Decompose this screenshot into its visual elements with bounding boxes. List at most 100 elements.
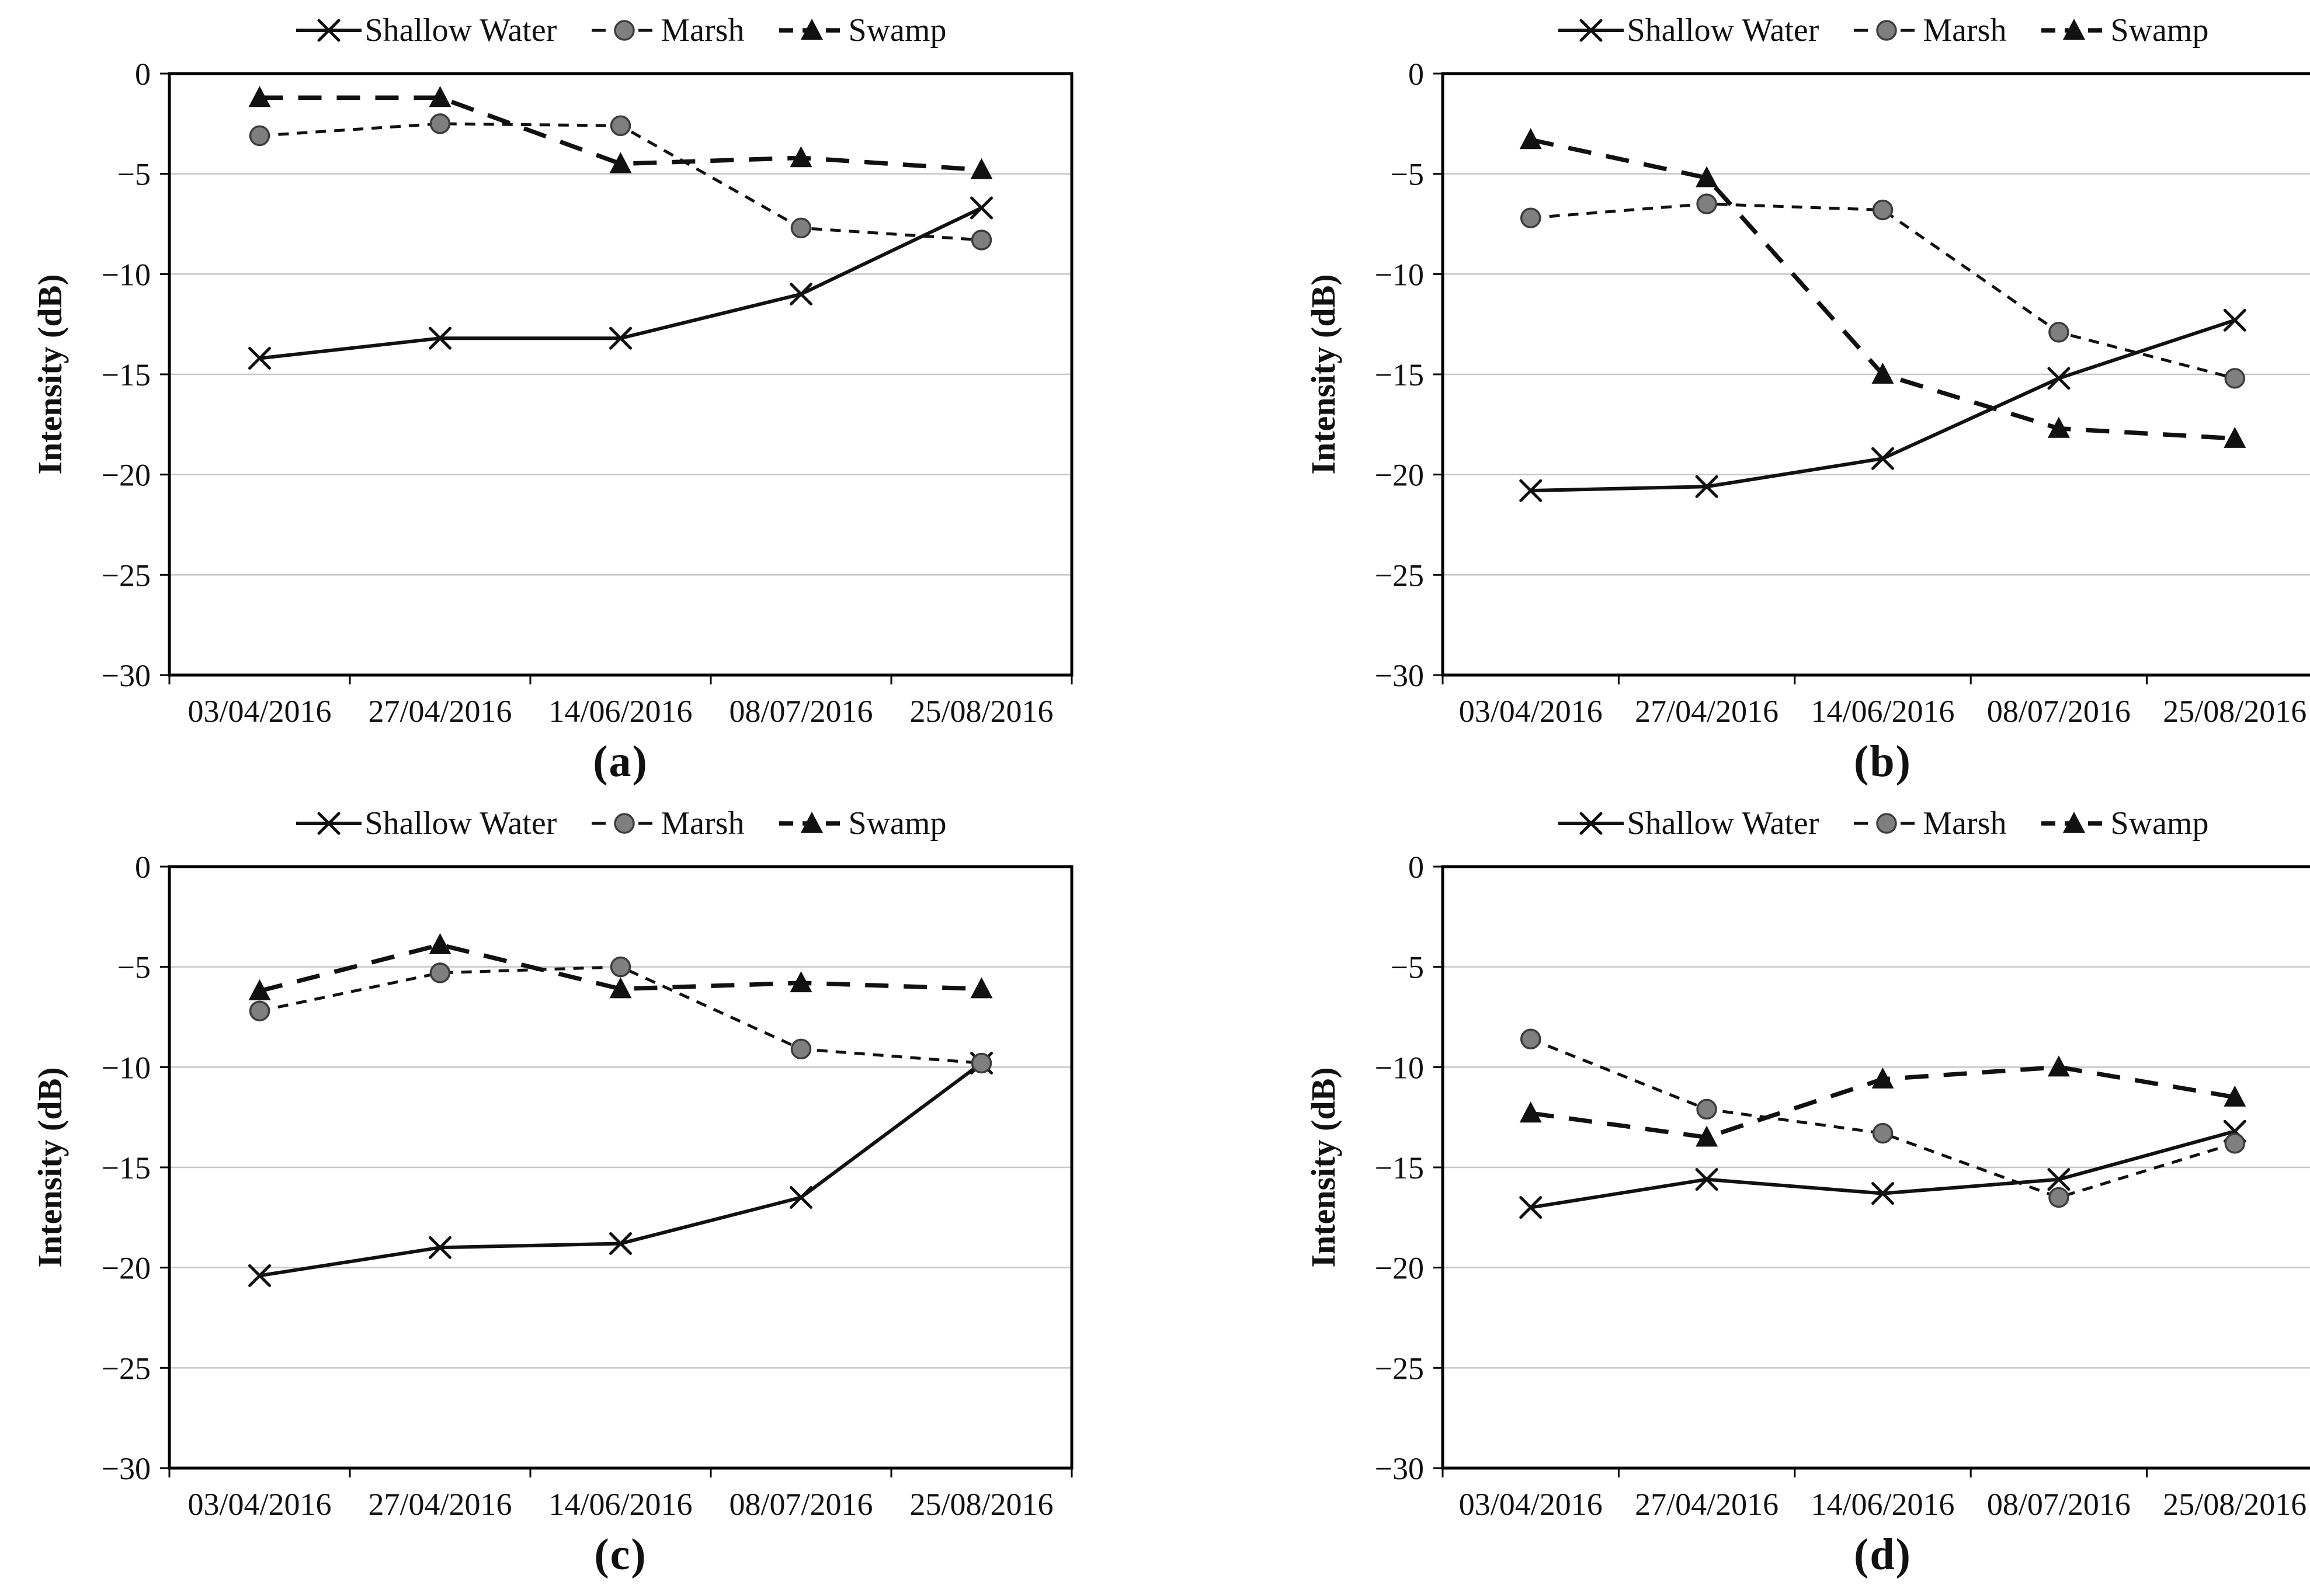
svg-text:0: 0 (135, 850, 151, 885)
svg-text:0: 0 (1408, 850, 1424, 885)
x-axis: 03/04/2016 27/04/2016 14/06/2016 08/07/2016… (1441, 675, 2306, 729)
legend-label: Shallow Water (1627, 805, 1819, 842)
legend-label: Marsh (661, 805, 745, 842)
gridlines (1443, 966, 2310, 1369)
legend-item-shallow-water: Shallow Water (295, 12, 557, 49)
x-axis: 03/04/2016 27/04/2016 14/06/2016 08/07/2016… (168, 675, 1073, 729)
chart-panel-a: Shallow Water Marsh Swamp (a) 0 −5 −10 −15 −20… (23, 9, 1178, 802)
x-marker-icon (296, 19, 362, 42)
chart-caption: (c) (594, 1530, 647, 1579)
x-tick-label: 25/08/2016 (909, 694, 1053, 729)
legend-label: Shallow Water (364, 12, 557, 48)
gridlines (169, 173, 1072, 576)
svg-text:−5: −5 (117, 950, 151, 985)
svg-text:0: 0 (135, 57, 151, 92)
svg-text:−20: −20 (102, 1251, 151, 1286)
svg-text:−5: −5 (117, 157, 151, 192)
x-tick-label: 03/04/2016 (1459, 694, 1603, 729)
legend-item-swamp: Swamp (2040, 12, 2208, 49)
svg-text:−25: −25 (1375, 558, 1424, 593)
legend: Shallow Water Marsh Swamp (1443, 12, 2310, 49)
svg-text:−10: −10 (102, 1050, 151, 1085)
legend-label: Shallow Water (364, 805, 557, 842)
triangle-marker-icon (2041, 812, 2107, 833)
legend-item-shallow-water: Shallow Water (1557, 805, 1819, 842)
triangle-marker-icon (779, 812, 845, 833)
y-axis-label: Intensity (dB) (31, 1067, 69, 1267)
legend-item-swamp: Swamp (2040, 805, 2208, 842)
series-marsh (1520, 193, 2246, 389)
series-shallow-water (248, 196, 993, 370)
svg-text:−20: −20 (1375, 1251, 1424, 1286)
series-marsh (249, 956, 992, 1074)
circle-marker-icon (592, 20, 658, 41)
chart-caption: (b) (1854, 737, 1912, 786)
legend-label: Swamp (2110, 12, 2209, 48)
legend-item-marsh: Marsh (1853, 12, 2006, 49)
x-tick-label: 03/04/2016 (187, 694, 331, 729)
legend-item-shallow-water: Shallow Water (295, 805, 557, 842)
y-axis: 0 −5 −10 −15 −20 −25 −30 (1375, 57, 1443, 693)
svg-text:−20: −20 (1375, 458, 1424, 493)
x-tick-label: 03/04/2016 (1459, 1487, 1603, 1522)
gridlines (169, 966, 1072, 1369)
svg-text:−10: −10 (102, 257, 151, 292)
triangle-marker-icon (2041, 19, 2107, 40)
circle-marker-icon (592, 813, 658, 834)
svg-text:−15: −15 (1375, 1150, 1424, 1185)
legend-label: Swamp (848, 805, 947, 842)
svg-text:−5: −5 (1391, 157, 1424, 192)
x-tick-label: 08/07/2016 (1987, 694, 2131, 729)
series-swamp (248, 933, 993, 1000)
svg-text:−30: −30 (102, 658, 151, 693)
chart-c-plot: 0 −5 −10 −15 −20 −25 −30 03/04/2016 27/04/2016 14… (31, 850, 1074, 1522)
x-tick-label: 08/07/2016 (729, 1487, 873, 1522)
svg-text:−30: −30 (1375, 1451, 1424, 1486)
x-marker-icon (296, 812, 362, 835)
y-axis: 0 −5 −10 −15 −20 −25 −30 (102, 850, 169, 1486)
chart-d-plot: 0 −5 −10 −15 −20 −25 −30 03/04/2016 27/04/2016 14… (1304, 850, 2310, 1522)
series-marsh (249, 113, 992, 251)
x-tick-label: 25/08/2016 (2163, 1487, 2306, 1522)
chart-caption: (a) (593, 737, 648, 786)
series-marsh (1520, 1028, 2246, 1208)
legend-label: Swamp (848, 12, 947, 48)
chart-panel-c: Shallow Water Marsh Swamp (c) 0 −5 −10 −15 −20… (23, 802, 1178, 1596)
svg-text:−10: −10 (1375, 257, 1424, 292)
gridlines (1443, 173, 2310, 576)
x-tick-label: 27/04/2016 (368, 1487, 512, 1522)
svg-text:−5: −5 (1391, 950, 1424, 985)
x-tick-label: 14/06/2016 (548, 694, 692, 729)
x-tick-label: 14/06/2016 (548, 1487, 692, 1522)
y-axis-label: Intensity (dB) (1304, 274, 1342, 474)
legend-item-swamp: Swamp (778, 805, 946, 842)
x-marker-icon (1558, 812, 1624, 835)
legend-label: Marsh (1923, 805, 2007, 842)
svg-text:−25: −25 (102, 1351, 151, 1386)
legend: Shallow Water Marsh Swamp (169, 805, 1072, 842)
svg-text:−15: −15 (102, 1150, 151, 1185)
x-tick-label: 27/04/2016 (368, 694, 512, 729)
svg-text:−30: −30 (102, 1451, 151, 1486)
triangle-marker-icon (779, 19, 845, 40)
svg-text:−15: −15 (1375, 357, 1424, 392)
legend-item-marsh: Marsh (590, 12, 744, 49)
legend-item-shallow-water: Shallow Water (1557, 12, 1819, 49)
chart-b-plot: 0 −5 −10 −15 −20 −25 −30 03/04/2016 27/04/2016 14… (1304, 57, 2310, 729)
series-swamp (1519, 128, 2246, 448)
svg-text:−20: −20 (102, 458, 151, 493)
chart-panel-b: Shallow Water Marsh Swamp (b) 0 −5 −10 −15 −20… (1178, 9, 2310, 802)
x-tick-label: 25/08/2016 (909, 1487, 1053, 1522)
x-tick-label: 08/07/2016 (1987, 1487, 2131, 1522)
x-axis: 03/04/2016 27/04/2016 14/06/2016 08/07/2016… (168, 1468, 1073, 1522)
chart-panel-d: Shallow Water Marsh Swamp (d) 0 −5 −10 −15 −20… (1178, 802, 2310, 1596)
y-axis: 0 −5 −10 −15 −20 −25 −30 (1375, 850, 1443, 1486)
svg-text:−25: −25 (1375, 1351, 1424, 1386)
y-axis: 0 −5 −10 −15 −20 −25 −30 (102, 57, 169, 693)
y-axis-label: Intensity (dB) (1304, 1067, 1342, 1267)
svg-text:−25: −25 (102, 558, 151, 593)
legend-label: Marsh (1923, 12, 2007, 48)
x-tick-label: 08/07/2016 (729, 694, 873, 729)
legend: Shallow Water Marsh Swamp (169, 12, 1072, 49)
svg-text:−30: −30 (1375, 658, 1424, 693)
